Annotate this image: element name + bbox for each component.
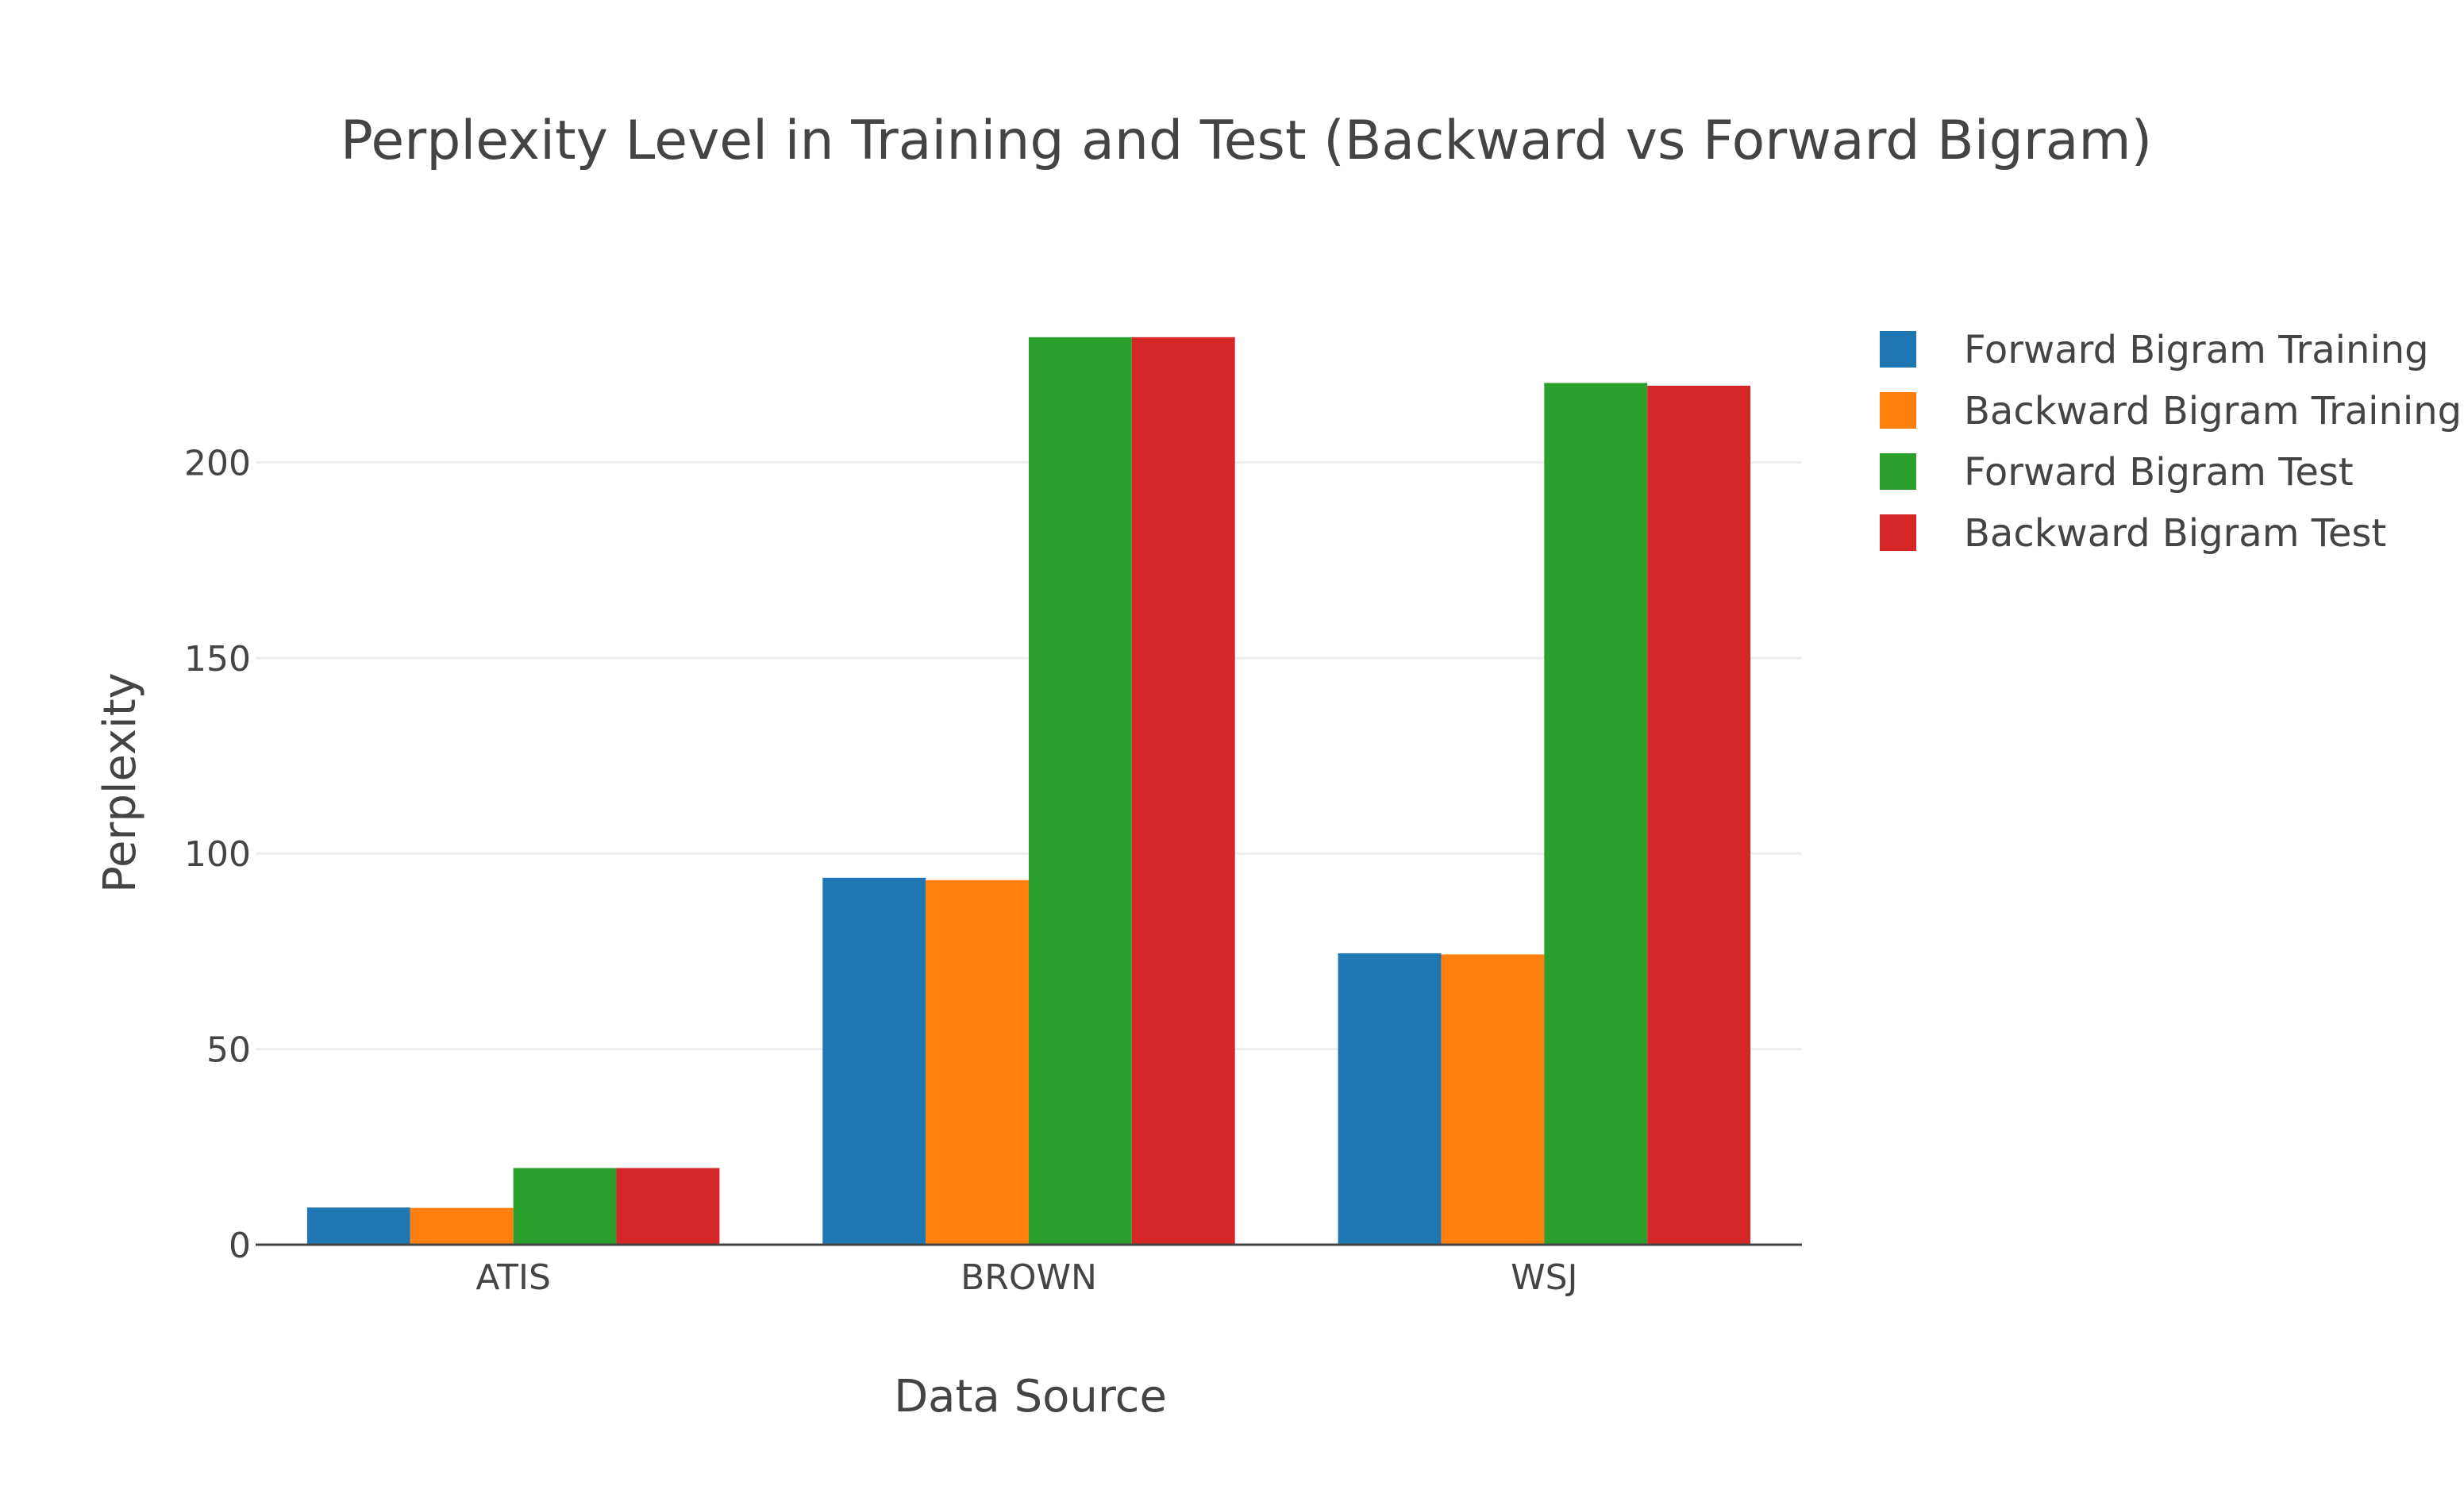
y-tick-label: 100 [184,834,251,875]
legend-swatch [1880,514,1916,551]
x-tick-label: WSJ [1511,1257,1577,1298]
legend-label: Forward Bigram Test [1964,450,2354,495]
legend-item[interactable]: Backward Bigram Test [1880,511,2386,556]
bars [306,337,1751,1245]
x-axis-title: Data Source [894,1371,1167,1422]
bar-brown-forward-bigram-test [1029,337,1132,1245]
y-tick-label: 0 [229,1226,251,1266]
legend-swatch [1880,392,1916,429]
bar-wsj-backward-bigram-training [1441,954,1545,1245]
bar-brown-forward-bigram-training [822,877,926,1245]
bar-brown-backward-bigram-test [1131,337,1235,1245]
legend-swatch [1880,331,1916,368]
y-tick-label: 50 [206,1030,251,1071]
legend-item[interactable]: Backward Bigram Training [1880,389,2462,433]
legend-item[interactable]: Forward Bigram Test [1880,450,2354,495]
legend-item[interactable]: Forward Bigram Training [1880,328,2429,372]
bar-brown-backward-bigram-training [926,880,1029,1245]
x-tick-label: BROWN [961,1257,1097,1298]
bar-wsj-forward-bigram-test [1544,383,1648,1245]
bar-atis-backward-bigram-training [410,1207,514,1245]
legend-label: Backward Bigram Test [1964,511,2386,556]
legend-label: Forward Bigram Training [1964,328,2429,372]
y-axis-title: Perplexity [94,672,146,893]
legend: Forward Bigram Training Backward Bigram T… [1880,328,2462,556]
y-tick-label: 200 [184,443,251,483]
bar-atis-backward-bigram-test [616,1168,720,1245]
bar-atis-forward-bigram-test [513,1168,617,1245]
x-tick-label: ATIS [475,1257,550,1298]
x-tick-labels: ATIS BROWN WSJ [475,1257,1577,1298]
legend-label: Backward Bigram Training [1964,389,2462,433]
y-tick-labels: 0 50 100 150 200 [184,443,251,1266]
bar-wsj-backward-bigram-test [1647,385,1751,1245]
chart-title: Perplexity Level in Training and Test (B… [341,110,2152,172]
y-tick-label: 150 [184,639,251,679]
bar-atis-forward-bigram-training [306,1207,410,1245]
bar-wsj-forward-bigram-training [1338,953,1442,1245]
legend-swatch [1880,453,1916,490]
